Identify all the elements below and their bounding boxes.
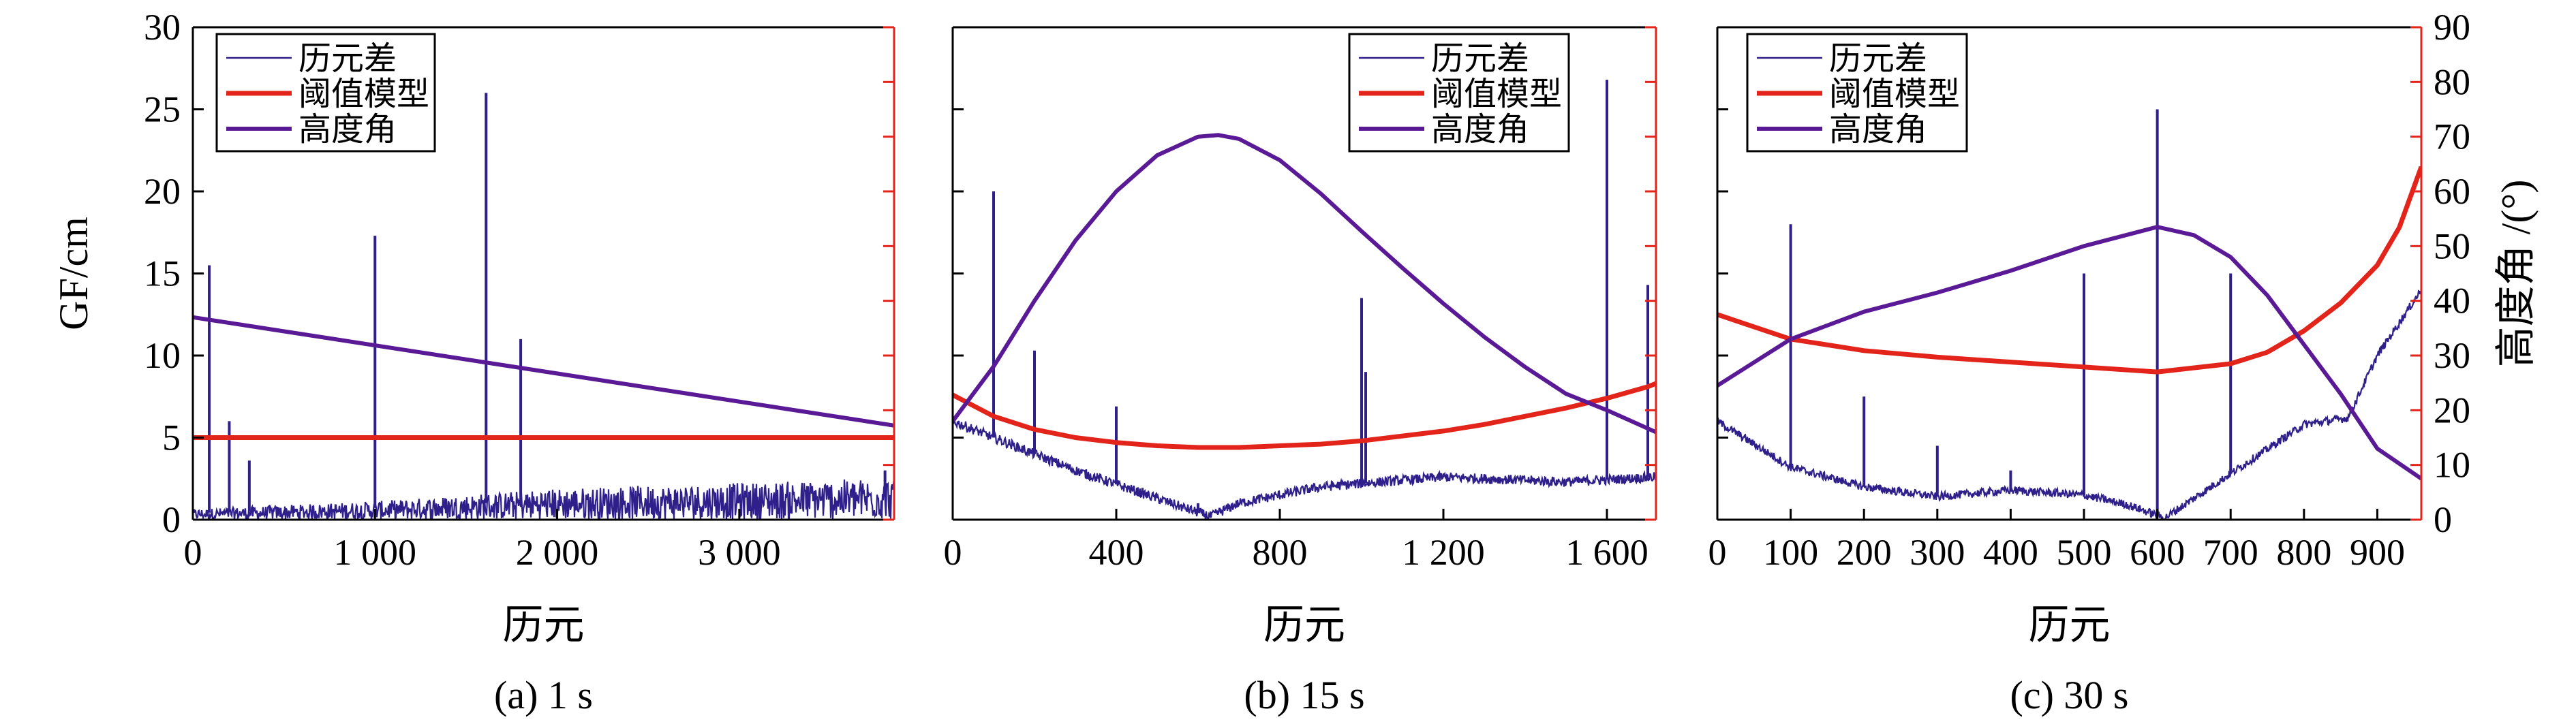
y-tick-label: 10 bbox=[144, 335, 181, 376]
x-tick-label: 600 bbox=[2130, 532, 2185, 573]
y-tick-label: 20 bbox=[144, 171, 181, 212]
y2-tick-label: 50 bbox=[2434, 225, 2470, 266]
x-tick-label: 500 bbox=[2057, 532, 2112, 573]
x-tick-label: 1 200 bbox=[1402, 532, 1485, 573]
y2-tick-label: 20 bbox=[2434, 390, 2470, 430]
x-tick-label: 300 bbox=[1910, 532, 1965, 573]
x-tick-label: 0 bbox=[1708, 532, 1727, 573]
legend-label: 阈值模型 bbox=[298, 75, 429, 113]
difference-line bbox=[193, 477, 894, 520]
legend-label: 历元差 bbox=[298, 40, 397, 78]
y-tick-label: 15 bbox=[144, 253, 181, 294]
x-tick-label: 700 bbox=[2203, 532, 2258, 573]
legend-label: 高度角 bbox=[1431, 110, 1529, 148]
elevation-line bbox=[953, 133, 1656, 435]
plot-area-1 bbox=[193, 93, 894, 520]
y-tick-label: 5 bbox=[162, 418, 181, 458]
legend-label: 历元差 bbox=[1431, 40, 1529, 78]
chart-panel-1: 0 5 10 15 20 25 30 0 1 000 2 000 3 000 历元 GF/cm (a) 1… bbox=[51, 7, 895, 717]
x-tick-label: 2 000 bbox=[516, 532, 599, 573]
y-axis-label: GF/cm bbox=[51, 217, 96, 330]
x-tick-label: 1 000 bbox=[334, 532, 417, 573]
plot-area-3 bbox=[1717, 109, 2421, 520]
y-tick-label: 25 bbox=[144, 89, 181, 130]
panel-caption: (b) 15 s bbox=[1244, 673, 1364, 717]
y2-axis-label: 高度角 /(°) bbox=[2494, 180, 2539, 368]
x-axis-label: 历元 bbox=[503, 603, 585, 648]
panel-caption: (a) 1 s bbox=[494, 673, 593, 717]
x-axis-label: 历元 bbox=[2029, 603, 2111, 648]
y2-tick-label: 60 bbox=[2434, 171, 2470, 212]
plot-area-2 bbox=[953, 80, 1656, 520]
y2-tick-label: 40 bbox=[2434, 281, 2470, 321]
y2-tick-label: 90 bbox=[2434, 7, 2470, 48]
x-tick-label: 1 600 bbox=[1565, 532, 1649, 573]
x-tick-label: 900 bbox=[2350, 532, 2405, 573]
legend-label: 高度角 bbox=[1829, 110, 1927, 148]
y2-tick-label: 70 bbox=[2434, 116, 2470, 157]
x-axis-label: 历元 bbox=[1263, 603, 1345, 648]
y2-tick-label: 0 bbox=[2434, 499, 2452, 540]
y2-tick-label: 30 bbox=[2434, 335, 2470, 376]
legend-label: 历元差 bbox=[1829, 40, 1927, 78]
legend-label: 高度角 bbox=[298, 110, 397, 148]
threshold-line bbox=[953, 381, 1656, 450]
x-tick-label: 200 bbox=[1837, 532, 1892, 573]
legend-label: 阈值模型 bbox=[1829, 75, 1960, 113]
x-tick-label: 0 bbox=[184, 532, 202, 573]
difference-line bbox=[1717, 289, 2421, 520]
legend-label: 阈值模型 bbox=[1431, 75, 1562, 113]
difference-line bbox=[953, 418, 1656, 520]
y2-tick-label: 80 bbox=[2434, 61, 2470, 102]
x-tick-label: 400 bbox=[1983, 532, 2038, 573]
x-tick-label: 800 bbox=[2276, 532, 2331, 573]
threshold-line bbox=[1717, 166, 2421, 375]
x-tick-label: 0 bbox=[944, 532, 962, 573]
x-tick-label: 400 bbox=[1089, 532, 1144, 573]
y2-tick-label: 10 bbox=[2434, 445, 2470, 486]
elevation-line bbox=[193, 315, 894, 428]
elevation-line bbox=[1717, 225, 2421, 481]
x-tick-label: 100 bbox=[1763, 532, 1818, 573]
y-tick-label: 0 bbox=[162, 499, 181, 540]
y-tick-label: 30 bbox=[144, 7, 181, 48]
x-tick-label: 3 000 bbox=[698, 532, 781, 573]
x-tick-label: 800 bbox=[1253, 532, 1308, 573]
panel-caption: (c) 30 s bbox=[2010, 673, 2129, 717]
